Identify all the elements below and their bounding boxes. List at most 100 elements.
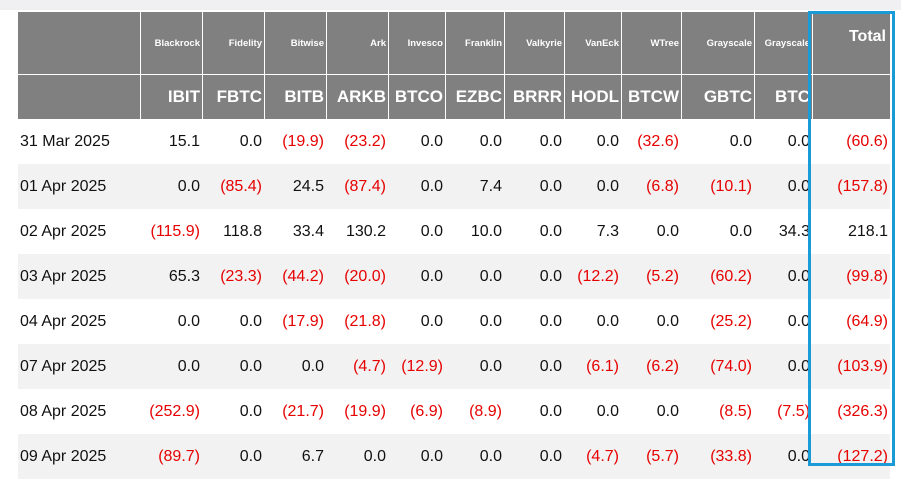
flow-value-cell: (8.9) <box>469 402 502 420</box>
flow-value-cell: 0.0 <box>202 344 264 389</box>
total-value-cell: (157.8) <box>812 164 890 209</box>
flow-value-cell: 15.1 <box>168 132 200 150</box>
row-date: 31 Mar 2025 <box>20 132 110 150</box>
flow-value-cell: 0.0 <box>420 222 443 240</box>
flow-value-cell: (32.6) <box>637 132 679 150</box>
flow-value-cell: 0.0 <box>539 402 562 420</box>
row-date: 09 Apr 2025 <box>18 434 140 479</box>
ticker-header: FBTC <box>202 74 264 119</box>
flow-value-cell: 0.0 <box>596 132 619 150</box>
etf-flows-table: Blackrock Fidelity Bitwise Ark Invesco F… <box>18 12 890 479</box>
flow-value-cell: 0.0 <box>445 254 504 299</box>
row-date: 07 Apr 2025 <box>18 344 140 389</box>
issuer-header: Grayscale <box>681 12 754 74</box>
flow-value-cell: (19.9) <box>282 132 324 150</box>
issuer-header: Bitwise <box>264 12 326 74</box>
flow-value-cell: 0.0 <box>202 434 264 479</box>
row-date: 08 Apr 2025 <box>20 402 107 420</box>
flow-value-cell: (6.2) <box>621 344 681 389</box>
flow-value-cell: (6.9) <box>410 402 443 420</box>
date-header-blank <box>18 12 140 74</box>
flow-value-cell: 0.0 <box>656 312 679 330</box>
flow-value-cell: 0.0 <box>239 312 262 330</box>
flow-value-cell: 24.5 <box>264 164 326 209</box>
flow-value-cell: 65.3 <box>140 254 202 299</box>
flow-value-cell: 7.3 <box>596 222 619 240</box>
table-row: 02 Apr 2025 (115.9) 118.8 33.4 130.2 0.0 10.0 0… <box>18 209 890 254</box>
row-date: 03 Apr 2025 <box>18 254 140 299</box>
ticker-header: BTCO <box>388 74 445 119</box>
flow-value-cell: (115.9) <box>150 222 200 240</box>
row-date: 04 Apr 2025 <box>20 312 107 330</box>
issuer-header: Ark <box>326 12 388 74</box>
ticker-header: BITB <box>264 74 326 119</box>
flow-value-cell: 0.0 <box>564 164 621 209</box>
flow-value-cell: (44.2) <box>264 254 326 299</box>
flow-value-cell: (19.9) <box>344 402 386 420</box>
issuer-header: Fidelity <box>202 12 264 74</box>
total-value-cell: (326.3) <box>837 402 888 420</box>
flow-value-cell: 0.0 <box>420 132 443 150</box>
ticker-header: GBTC <box>681 74 754 119</box>
flow-value-cell: (10.1) <box>681 164 754 209</box>
ticker-header: BRRR <box>504 74 564 119</box>
flow-value-cell: 0.0 <box>479 132 502 150</box>
flow-value-cell: 0.0 <box>140 164 202 209</box>
ticker-header: EZBC <box>445 74 504 119</box>
flow-value-cell: (87.4) <box>326 164 388 209</box>
flow-value-cell: 6.7 <box>264 434 326 479</box>
flow-value-cell: (23.2) <box>344 132 386 150</box>
flow-value-cell: 0.0 <box>754 164 812 209</box>
flow-value-cell: (20.0) <box>326 254 388 299</box>
flow-value-cell: 0.0 <box>754 254 812 299</box>
issuer-header: Blackrock <box>140 12 202 74</box>
flow-value-cell: 0.0 <box>787 132 810 150</box>
table-body: 31 Mar 2025 15.1 0.0 (19.9) (23.2) 0.0 0.0 0.0 0… <box>18 119 890 479</box>
flow-value-cell: (25.2) <box>710 312 752 330</box>
flow-value-cell: 0.0 <box>445 344 504 389</box>
ticker-header-blank <box>18 74 140 119</box>
flow-value-cell: (33.8) <box>681 434 754 479</box>
issuer-header: Invesco <box>388 12 445 74</box>
flow-value-cell: (74.0) <box>681 344 754 389</box>
flow-value-cell: 0.0 <box>504 344 564 389</box>
flow-value-cell: 0.0 <box>504 254 564 299</box>
ticker-header: ARKB <box>326 74 388 119</box>
flow-value-cell: 0.0 <box>656 402 679 420</box>
table-row: 03 Apr 2025 65.3 (23.3) (44.2) (20.0) 0.0 0.0 0… <box>18 254 890 299</box>
flow-value-cell: 0.0 <box>504 434 564 479</box>
flow-value-cell: 0.0 <box>539 312 562 330</box>
flow-value-cell: 0.0 <box>264 344 326 389</box>
flow-value-cell: (17.9) <box>282 312 324 330</box>
flow-value-cell: 0.0 <box>140 344 202 389</box>
total-value-cell: (103.9) <box>812 344 890 389</box>
flow-value-cell: 0.0 <box>177 312 200 330</box>
flow-value-cell: (85.4) <box>202 164 264 209</box>
flow-value-cell: 0.0 <box>787 312 810 330</box>
flow-value-cell: 0.0 <box>239 402 262 420</box>
flow-value-cell: (5.2) <box>621 254 681 299</box>
flow-value-cell: (23.3) <box>202 254 264 299</box>
ticker-header: HODL <box>564 74 621 119</box>
ticker-header: IBIT <box>140 74 202 119</box>
row-date: 01 Apr 2025 <box>18 164 140 209</box>
flow-value-cell: 0.0 <box>445 434 504 479</box>
ticker-header-row: IBIT FBTC BITB ARKB BTCO EZBC BRRR HODL … <box>18 74 890 119</box>
flow-value-cell: (12.9) <box>388 344 445 389</box>
flow-value-cell: (60.2) <box>681 254 754 299</box>
table-row: 08 Apr 2025 (252.9) 0.0 (21.7) (19.9) (6.9) (8… <box>18 389 890 434</box>
flow-value-cell: 0.0 <box>388 254 445 299</box>
total-ticker-blank <box>812 74 890 119</box>
flow-value-cell: 118.8 <box>223 222 262 240</box>
table-row: 01 Apr 2025 0.0 (85.4) 24.5 (87.4) 0.0 7.4 0.0 0… <box>18 164 890 209</box>
total-value-cell: (64.9) <box>846 312 888 330</box>
flow-value-cell: (6.1) <box>564 344 621 389</box>
flow-value-cell: 0.0 <box>326 434 388 479</box>
flow-value-cell: 0.0 <box>596 402 619 420</box>
table-row: 09 Apr 2025 (89.7) 0.0 6.7 0.0 0.0 0.0 0.0 (4.7)… <box>18 434 890 479</box>
table-row: 04 Apr 2025 0.0 0.0 (17.9) (21.8) 0.0 0.0 0.0 0.… <box>18 299 890 344</box>
flow-value-cell: (89.7) <box>140 434 202 479</box>
flow-value-cell: 0.0 <box>729 222 752 240</box>
total-value-cell: 218.1 <box>847 222 888 240</box>
row-date: 02 Apr 2025 <box>20 222 107 240</box>
